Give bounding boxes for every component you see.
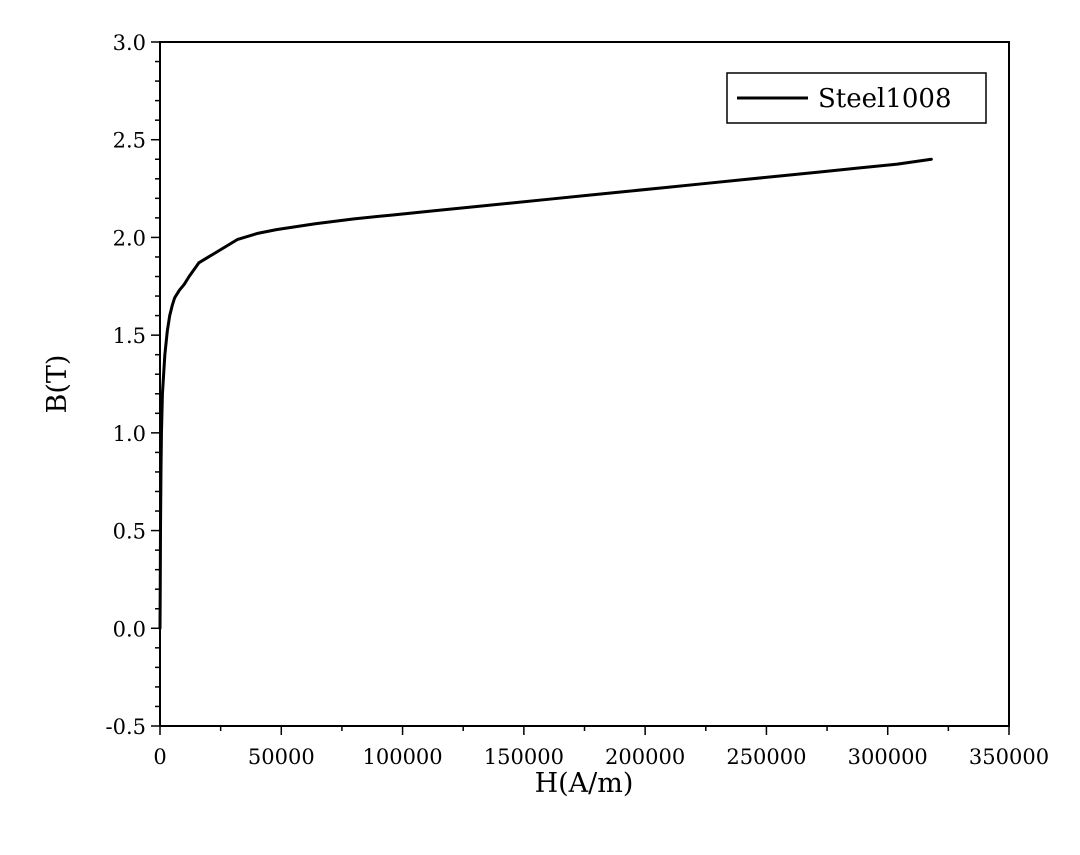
y-axis-title: B(T) (42, 355, 73, 414)
y-tick-label: 1.5 (113, 324, 146, 348)
tick-labels-layer: 0 50000 100000 150000 200000 250000 300000 3500… (106, 31, 1050, 769)
x-axis-title: H(A/m) (535, 768, 634, 799)
x-tick-label: 0 (153, 745, 166, 769)
legend: Steel1008 (726, 72, 987, 124)
y-tick-label: 3.0 (113, 31, 146, 55)
x-tick-label: 50000 (248, 745, 315, 769)
x-tick-label: 300000 (848, 745, 928, 769)
y-tick-label: -0.5 (106, 715, 147, 739)
series-layer (158, 157, 933, 630)
x-tick-label: 150000 (484, 745, 564, 769)
x-tick-label: 200000 (605, 745, 685, 769)
plot-frame (159, 41, 1010, 727)
x-tick-label: 100000 (362, 745, 442, 769)
x-tick-label: 250000 (726, 745, 806, 769)
series-line-steel1008 (158, 157, 933, 630)
y-tick-label: 0.0 (113, 617, 146, 641)
y-tick-label: 2.0 (113, 226, 146, 250)
y-tick-label: 1.0 (113, 422, 146, 446)
legend-label-steel1008: Steel1008 (818, 84, 952, 114)
y-tick-label: 2.5 (113, 129, 146, 153)
y-tick-label: 0.5 (113, 520, 146, 544)
x-tick-label: 350000 (969, 745, 1049, 769)
ticks-layer (151, 41, 1010, 735)
